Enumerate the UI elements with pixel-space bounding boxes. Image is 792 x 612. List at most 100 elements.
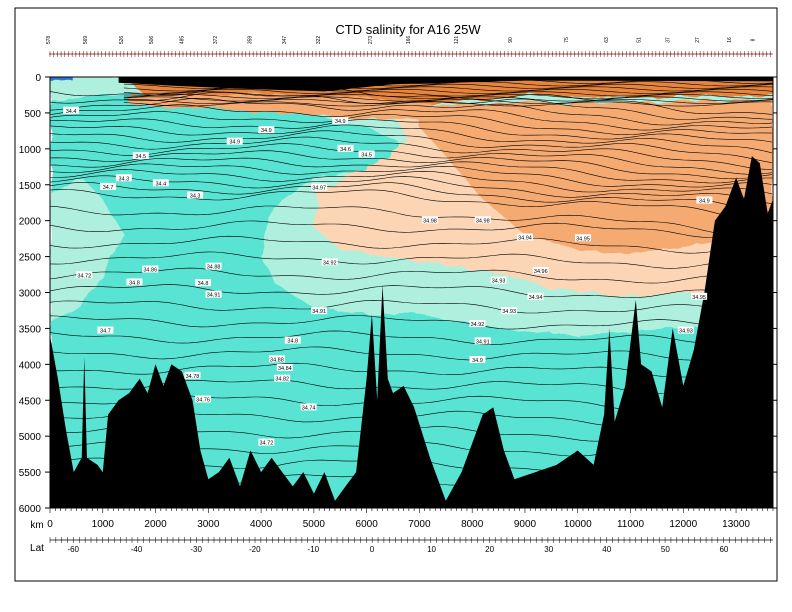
station-dot: [444, 53, 447, 55]
contour-label: 34.86: [143, 268, 157, 274]
station-dot: [63, 53, 66, 55]
station-dot: [237, 53, 240, 55]
station-dot: [673, 53, 676, 55]
contour-label: 34.91: [312, 309, 326, 315]
station-dot: [710, 53, 713, 55]
station-dot: [340, 53, 343, 55]
contour-line-surface: [123, 91, 773, 97]
station-dot: [74, 53, 77, 55]
station-dot: [355, 53, 358, 55]
contour-label-bg: [696, 196, 713, 204]
contour-label-bg: [76, 271, 93, 279]
station-dot: [695, 53, 698, 55]
station-dot: [499, 53, 502, 55]
contour-label-bg: [63, 106, 80, 114]
contour-label: 34.72: [77, 273, 91, 279]
station-dot: [466, 53, 469, 55]
contour-line-surface: [123, 99, 773, 104]
station-label: 75: [564, 37, 570, 43]
contour-label: 34.9: [229, 140, 240, 146]
station-dot: [126, 53, 129, 55]
station-dot: [248, 53, 251, 55]
station-dot: [296, 53, 299, 55]
lat-tick-label: 20: [485, 545, 494, 554]
station-dot: [78, 53, 81, 55]
station-dot: [281, 53, 284, 55]
station-dot: [171, 53, 173, 55]
contour-label-bg: [516, 233, 533, 241]
station-label: 526: [119, 36, 125, 45]
station-dot: [750, 53, 753, 55]
station-label: 16: [727, 37, 733, 43]
station-dot: [289, 53, 292, 55]
x-tick-label: 11000: [617, 519, 645, 530]
contour-line: [50, 346, 772, 365]
station-dot: [167, 53, 170, 55]
station-dot: [640, 53, 642, 55]
station-dot: [599, 53, 602, 55]
surface-band: [118, 77, 773, 92]
contour-label-bg: [115, 174, 132, 182]
contour-label: 34.3: [190, 194, 201, 200]
contour-line-surface: [123, 96, 773, 102]
contour-label: 34.93: [492, 279, 506, 285]
contour-line: [50, 330, 772, 348]
station-dot: [455, 53, 458, 55]
contour-label: 34.92: [323, 260, 337, 266]
station-label: 506: [149, 36, 155, 45]
lat-axis-label: Lat: [30, 543, 44, 554]
station-dot: [544, 53, 546, 55]
station-dot: [204, 53, 207, 55]
station-dot: [292, 53, 295, 55]
contour-label-bg: [258, 126, 275, 134]
contour-label-bg: [474, 337, 491, 345]
station-label: 485: [180, 36, 186, 45]
station-dot: [677, 53, 679, 55]
station-dot: [540, 53, 543, 55]
contour-label-bg: [474, 216, 491, 224]
station-dot: [211, 53, 214, 55]
station-dot: [614, 53, 617, 55]
contour-label: 34.9: [261, 128, 272, 134]
station-dot: [632, 53, 635, 55]
contour-line: [50, 189, 772, 220]
contour-label-bg: [142, 265, 159, 273]
x-tick-label: 12000: [669, 519, 697, 530]
latitude-axis: Lat -60 -40 -30 -20 -10 0 10 20 30 40 50 60: [30, 537, 773, 554]
station-dot: [122, 53, 125, 55]
contour-line: [50, 130, 772, 163]
y-tick-label: 3500: [19, 324, 42, 335]
station-dot: [643, 53, 646, 55]
station-dot: [163, 53, 166, 55]
contour-line: [50, 267, 772, 284]
contour-line-surface: [123, 88, 773, 94]
station-dot: [303, 53, 306, 55]
contour-label: 34.9: [699, 199, 710, 205]
contour-line: [50, 104, 772, 131]
contour-line: [50, 251, 772, 269]
station-dot: [459, 53, 461, 55]
station-dot: [496, 53, 498, 55]
station-dot: [510, 53, 513, 55]
contour-line: [50, 118, 772, 143]
station-label: 359: [248, 36, 254, 45]
station-dot: [566, 53, 569, 55]
contour-label-bg: [132, 152, 149, 160]
y-tick-label: 0: [35, 73, 41, 84]
station-dot: [547, 53, 550, 55]
station-dot: [529, 53, 532, 55]
x-tick-label: 10000: [564, 519, 592, 530]
y-tick-label: 5500: [19, 468, 42, 479]
contour-line-surface: [123, 101, 773, 107]
station-label: 273: [368, 36, 374, 45]
contour-label-bg: [300, 403, 317, 411]
station-dot: [533, 53, 535, 55]
station-dot: [739, 53, 742, 55]
station-dot: [259, 53, 262, 55]
station-label: 347: [282, 36, 288, 45]
station-dot: [392, 53, 395, 55]
station-dot: [536, 53, 539, 55]
contour-label: 34.93: [502, 309, 516, 315]
station-dot: [440, 53, 443, 55]
